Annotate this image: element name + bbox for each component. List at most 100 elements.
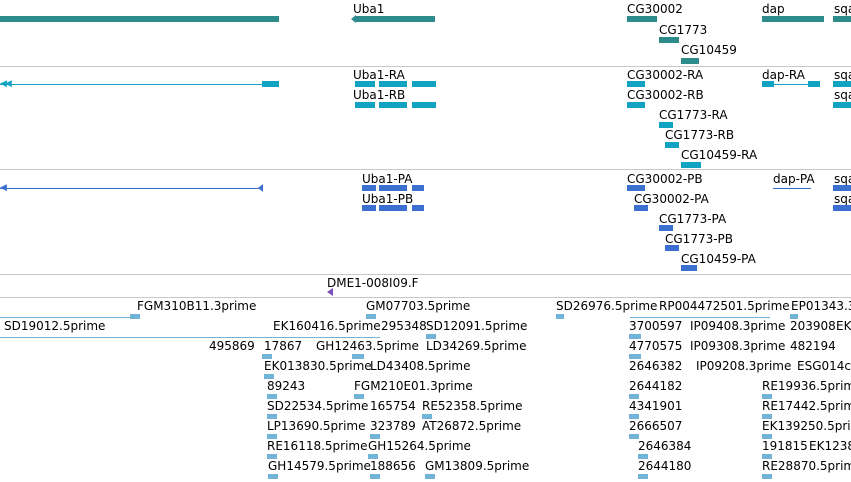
transcript-label-uba1-rb[interactable]: Uba1-RB [353, 88, 406, 102]
est-label[interactable]: LD34269.5prime [426, 339, 527, 353]
transcript-label-sqa-1[interactable]: sqa [834, 68, 851, 82]
gene-label-uba1[interactable]: Uba1 [353, 2, 385, 16]
est-feature[interactable] [762, 474, 772, 479]
est-feature[interactable] [638, 474, 648, 479]
transcript-label-cg1773-ra[interactable]: CG1773-RA [659, 108, 728, 122]
est-feature[interactable] [762, 454, 772, 459]
protein-exon[interactable] [634, 205, 648, 211]
protein-exon[interactable] [681, 265, 697, 271]
est-feature[interactable] [264, 374, 274, 379]
est-feature[interactable] [629, 394, 639, 399]
gene-bar-uba1[interactable] [355, 16, 435, 22]
est-feature[interactable] [368, 454, 378, 459]
est-label[interactable]: 4770575 [629, 339, 683, 353]
est-label[interactable]: 2646384 [638, 439, 692, 453]
est-label[interactable]: 2666507 [629, 419, 683, 433]
clone-label[interactable]: DME1-008I09.F [327, 276, 419, 290]
protein-exon[interactable] [412, 205, 424, 211]
est-label[interactable]: GH14579.5prime [268, 459, 371, 473]
gene-bar-sqa[interactable] [833, 16, 851, 22]
est-feature[interactable] [629, 334, 641, 339]
est-label[interactable]: FGM310B11.3prime [137, 299, 257, 313]
protein-exon[interactable] [362, 185, 376, 191]
est-label[interactable]: GH15264.5prime [368, 439, 471, 453]
transcript-exon[interactable] [627, 81, 645, 87]
transcript-exon[interactable] [833, 81, 851, 87]
transcript-label-cg30002-ra[interactable]: CG30002-RA [627, 68, 704, 82]
est-label[interactable]: GM07703.5prime [366, 299, 471, 313]
est-label[interactable]: SD26976.5prime [556, 299, 658, 313]
transcript-exon[interactable] [762, 81, 774, 87]
est-label[interactable]: 2646382 [629, 359, 683, 373]
protein-label-uba1-pb[interactable]: Uba1-PB [362, 192, 414, 206]
est-label[interactable]: EK013830.5prime [264, 359, 372, 373]
transcript-exon[interactable] [808, 81, 820, 87]
est-label[interactable]: 2644182 [629, 379, 683, 393]
est-label[interactable]: 482194 [790, 339, 836, 353]
protein-label-cg30002-pa[interactable]: CG30002-PA [634, 192, 709, 206]
est-label[interactable]: IP09408.3prime [690, 319, 786, 333]
est-label[interactable]: RP004472501.5prime [659, 299, 790, 313]
transcript-label-cg30002-rb[interactable]: CG30002-RB [627, 88, 704, 102]
est-label[interactable]: EP01343.3 [791, 299, 851, 313]
transcript-label-dap-ra[interactable]: dap-RA [762, 68, 805, 82]
clone-marker-icon[interactable] [327, 288, 333, 296]
est-label[interactable]: EK160416.5prime [273, 319, 381, 333]
est-label[interactable]: RE16118.5prime [267, 439, 368, 453]
est-label[interactable]: EK1238 [809, 439, 851, 453]
est-label[interactable]: 3700597 [629, 319, 683, 333]
est-feature[interactable] [556, 314, 564, 319]
est-label[interactable]: 89243 [267, 379, 306, 393]
est-label[interactable]: 495869 [209, 339, 255, 353]
est-label[interactable]: EK139250.5prime [762, 419, 851, 433]
transcript-label-cg1773-rb[interactable]: CG1773-RB [665, 128, 735, 142]
est-feature[interactable] [354, 394, 364, 399]
protein-label-sqa-2[interactable]: sqa [834, 192, 851, 206]
protein-label-uba1-pa[interactable]: Uba1-PA [362, 172, 413, 186]
est-label[interactable]: 295348 [381, 319, 427, 333]
est-feature[interactable] [426, 334, 436, 339]
protein-label-cg30002-pb[interactable]: CG30002-PB [627, 172, 703, 186]
est-label[interactable]: AT26872.5prime [422, 419, 522, 433]
transcript-exon[interactable] [355, 102, 375, 108]
est-feature[interactable] [629, 414, 639, 419]
est-label[interactable]: LP13690.5prime [267, 419, 366, 433]
transcript-exon[interactable] [659, 122, 673, 128]
est-label[interactable]: RE19936.5prime [762, 379, 851, 393]
transcript-exon[interactable] [833, 102, 851, 108]
est-feature[interactable] [370, 474, 380, 479]
est-feature[interactable] [422, 414, 432, 419]
gene-bar-cg30002[interactable] [627, 16, 657, 22]
est-label[interactable]: 165754 [370, 399, 416, 413]
est-label[interactable]: LD43408.5prime [370, 359, 471, 373]
est-feature[interactable] [267, 394, 277, 399]
transcript-exon[interactable] [412, 102, 436, 108]
est-feature[interactable] [352, 354, 364, 359]
transcript-label-cg10459-ra[interactable]: CG10459-RA [681, 148, 758, 162]
transcript-label-uba1-ra[interactable]: Uba1-RA [353, 68, 405, 82]
protein-exon[interactable] [833, 185, 851, 191]
est-feature[interactable] [366, 314, 376, 319]
protein-exon[interactable] [379, 205, 407, 211]
protein-exon[interactable] [412, 185, 424, 191]
gene-label-cg1773[interactable]: CG1773 [659, 23, 708, 37]
transcript-exon[interactable] [379, 81, 407, 87]
transcript-exon[interactable] [665, 142, 679, 148]
transcript-exon[interactable] [355, 81, 375, 87]
est-label[interactable]: 2644180 [638, 459, 692, 473]
est-label[interactable]: RE28870.5prime [762, 459, 851, 473]
est-label[interactable]: RE52358.5prime [422, 399, 523, 413]
est-feature[interactable] [267, 414, 277, 419]
transcript-label-sqa-2[interactable]: sqa [834, 88, 851, 102]
est-label[interactable]: GM13809.5prime [425, 459, 530, 473]
est-label[interactable]: 323789 [370, 419, 416, 433]
gene-label-cg10459[interactable]: CG10459 [681, 43, 737, 57]
transcript-exon[interactable] [627, 102, 645, 108]
protein-label-sqa-1[interactable]: sqa [834, 172, 851, 186]
protein-exon[interactable] [627, 185, 645, 191]
est-label[interactable]: IP09208.3prime [696, 359, 792, 373]
gene-label-cg30002[interactable]: CG30002 [627, 2, 683, 16]
protein-exon[interactable] [833, 205, 851, 211]
est-feature[interactable] [638, 454, 648, 459]
protein-exon[interactable] [379, 185, 407, 191]
